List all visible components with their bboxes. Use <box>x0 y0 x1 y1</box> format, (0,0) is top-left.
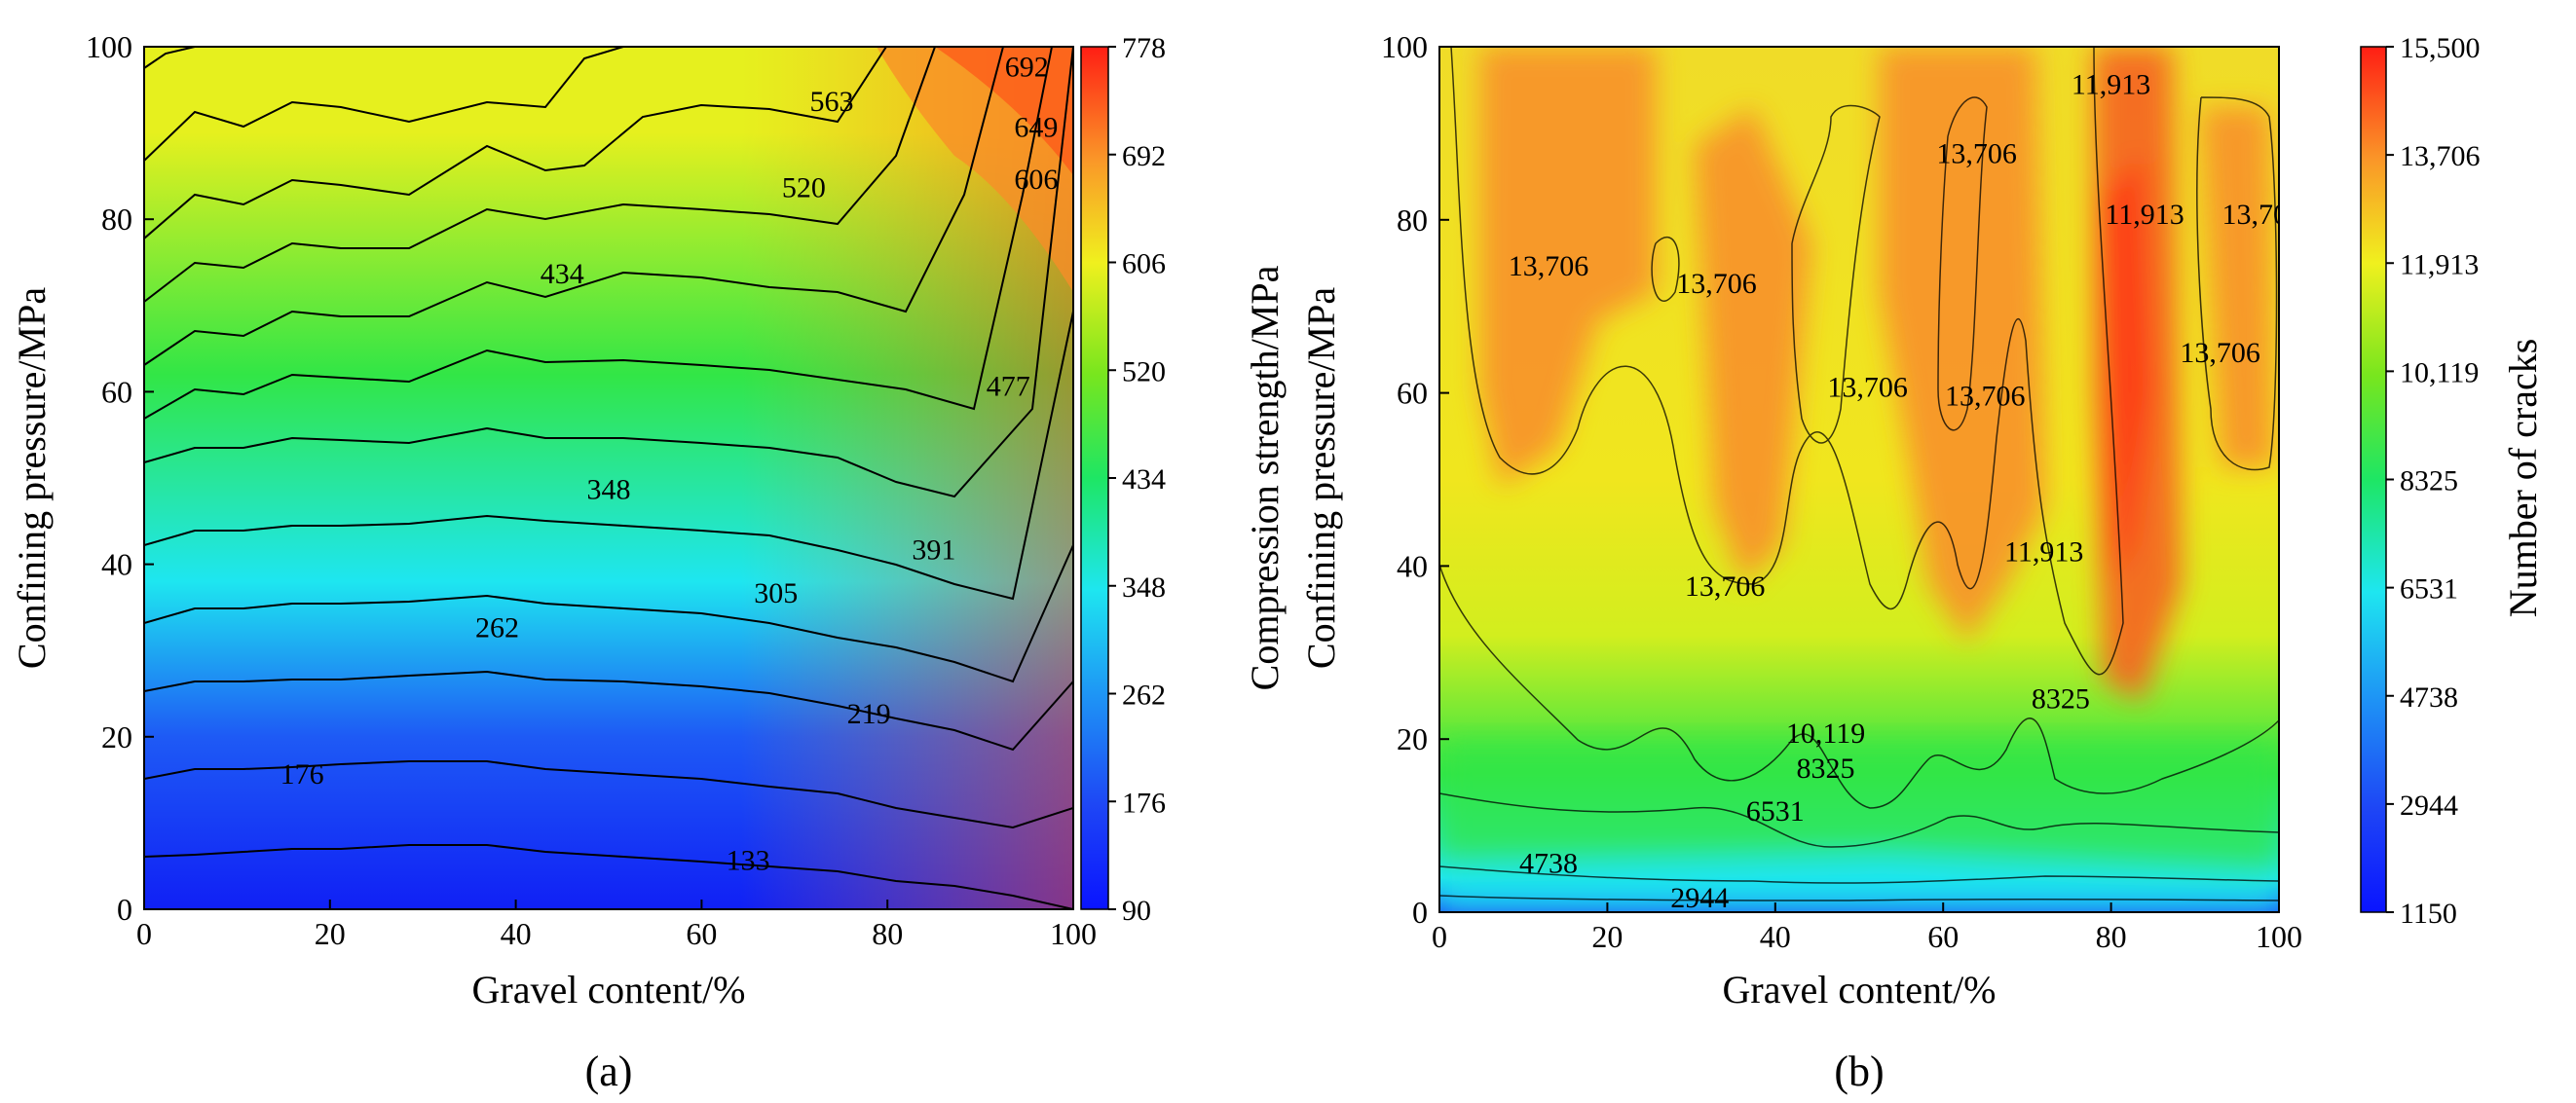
panel-a-contour-label: 262 <box>475 611 519 643</box>
panel-a-x-tick-label: 60 <box>686 916 717 951</box>
panel-a-colorbar-tick-label: 176 <box>1122 787 1166 819</box>
panel-a-contour-label: 176 <box>280 758 324 790</box>
panel-a-contour-label: 391 <box>912 534 955 567</box>
panel-b-contour-label: 13,706 <box>1936 138 2017 170</box>
panel-b-colorbar-tick-label: 2944 <box>2400 790 2458 822</box>
panel-a-colorbar-title: Compression strength/MPa <box>1243 265 1287 690</box>
panel-a-contour-label: 133 <box>727 845 770 877</box>
panel-b-y-tick-label: 0 <box>1412 895 1428 930</box>
panel-a-x-tick-label: 40 <box>501 916 532 951</box>
panel-a-y-tick-label: 100 <box>86 29 132 64</box>
panel-b-contour-label: 13,706 <box>1827 372 1908 404</box>
panel-b-y-tick-label: 80 <box>1397 202 1428 238</box>
panel-a-x-tick-label: 80 <box>872 916 903 951</box>
panel-b-colorbar-tick-label: 13,706 <box>2400 140 2481 172</box>
panel-a-colorbar <box>1080 46 1109 910</box>
panel-a-heatmap: 692 649 606 563 520 477 434 391 348 305 262 219 176 1… <box>144 47 1073 909</box>
panel-a-y-tick-label: 20 <box>101 719 132 754</box>
panel-b-colorbar-tick-label: 8325 <box>2400 465 2458 497</box>
panel-a-contour-label: 219 <box>847 698 891 730</box>
panel-b-label: (b) <box>1834 1048 1884 1095</box>
panel-b-colorbar-ticks: 1150 2944 4738 6531 8325 10,119 11,913 13,706 15… <box>2386 32 2481 930</box>
panel-b-plot-frame <box>1438 46 2280 913</box>
panel-a-y-tick-label: 40 <box>101 547 132 582</box>
panel-b-colorbar-title: Number of cracks <box>2501 339 2545 618</box>
panel-b-x-tick-label: 20 <box>1591 919 1623 954</box>
panel-a-contour-label: 563 <box>809 86 853 118</box>
panel-a-contour-label: 434 <box>541 258 584 290</box>
panel-b-contour-label: 11,913 <box>2072 68 2150 100</box>
panel-b-contour-label: 13,706 <box>1676 268 1757 300</box>
panel-b-x-tick-label: 100 <box>2256 919 2302 954</box>
panel-b-contour-label: 13,706 <box>2222 199 2303 231</box>
panel-b-contour-label: 4738 <box>1519 848 1578 880</box>
panel-a-colorbar-tick-label: 348 <box>1122 571 1166 604</box>
panel-a-contour-label: 520 <box>782 172 826 204</box>
panel-a-colorbar-tick-label: 262 <box>1122 680 1166 712</box>
panel-b-colorbar-tick-label: 6531 <box>2400 573 2458 606</box>
panel-b-x-axis: 0 20 40 60 80 100 <box>1432 902 2302 954</box>
panel-b-colorbar-tick-label: 10,119 <box>2400 356 2479 388</box>
panel-b-colorbar-tick-label: 15,500 <box>2400 32 2481 64</box>
panel-b-contour-label: 2944 <box>1670 882 1729 914</box>
panel-b-contour-label: 13,706 <box>1945 380 2026 412</box>
panel-b-contour-label: 13,706 <box>1685 570 1766 603</box>
panel-a-colorbar-tick-label: 434 <box>1122 463 1166 496</box>
panel-b-x-tick-label: 60 <box>1927 919 1959 954</box>
panel-b-contour-label: 8325 <box>1797 753 1855 785</box>
panel-b-y-axis-title: Confining pressure/MPa <box>1299 287 1343 669</box>
panel-a-x-axis-title: Gravel content/% <box>472 968 746 1011</box>
panel-a-contour-label: 477 <box>987 370 1030 402</box>
panel-a: 692 649 606 563 520 477 434 391 348 305 262 219 176 1… <box>10 29 1287 1095</box>
panel-b-x-tick-label: 80 <box>2096 919 2127 954</box>
panel-b-y-tick-label: 40 <box>1397 548 1428 583</box>
panel-a-x-tick-label: 0 <box>136 916 152 951</box>
panel-b-contour-label: 13,706 <box>1509 250 1589 282</box>
panel-a-contour-label: 692 <box>1005 52 1049 84</box>
panel-b-colorbar-tick-label: 11,913 <box>2400 248 2479 280</box>
panel-a-y-tick-label: 0 <box>117 892 132 927</box>
panel-b-contour-label: 8325 <box>2032 683 2090 716</box>
panel-a-contour-label: 649 <box>1014 112 1058 144</box>
panel-b-contour-label: 13,706 <box>2180 337 2260 369</box>
panel-a-label: (a) <box>585 1048 633 1095</box>
panel-a-colorbar-tick-label: 692 <box>1122 140 1166 172</box>
panel-b-y-tick-label: 100 <box>1381 29 1428 64</box>
panel-a-x-tick-label: 100 <box>1050 916 1097 951</box>
panel-a-colorbar-tick-label: 90 <box>1122 895 1151 927</box>
panel-a-contour-label: 305 <box>754 577 798 609</box>
panel-b: 11,913 13,706 11,913 13,706 13,706 13,706 13,7… <box>1299 29 2545 1095</box>
panel-b-x-axis-title: Gravel content/% <box>1723 968 1997 1011</box>
panel-a-colorbar-tick-label: 606 <box>1122 248 1166 280</box>
panel-a-y-tick-label: 80 <box>101 202 132 237</box>
panel-b-contour-label: 11,913 <box>2105 199 2184 231</box>
panel-a-contour-label: 606 <box>1014 164 1058 196</box>
panel-b-colorbar-tick-label: 1150 <box>2400 898 2457 930</box>
panel-b-contour-label: 11,913 <box>2004 536 2083 569</box>
panel-b-y-tick-label: 20 <box>1397 721 1428 756</box>
panel-a-x-tick-label: 20 <box>315 916 346 951</box>
panel-a-x-axis: 0 20 40 60 80 100 <box>136 900 1097 951</box>
panel-b-heatmap: 11,913 13,706 11,913 13,706 13,706 13,706 13,7… <box>1439 47 2303 914</box>
panel-a-colorbar-ticks: 90 176 262 348 434 520 606 692 778 <box>1108 32 1166 927</box>
panel-b-x-tick-label: 40 <box>1760 919 1791 954</box>
panel-a-y-axis: 0 20 40 60 80 100 <box>86 29 154 927</box>
panel-a-colorbar-tick-label: 520 <box>1122 355 1166 387</box>
panel-b-colorbar-tick-label: 4738 <box>2400 681 2458 714</box>
panel-a-y-tick-label: 60 <box>101 374 132 409</box>
panel-a-contour-label: 348 <box>587 474 631 506</box>
panel-a-plot-frame <box>143 46 1074 910</box>
panel-b-contour-label: 6531 <box>1746 795 1805 827</box>
panel-b-y-tick-label: 60 <box>1397 376 1428 411</box>
panel-b-x-tick-label: 0 <box>1432 919 1447 954</box>
panel-a-y-axis-title: Confining pressure/MPa <box>10 287 54 669</box>
panel-b-colorbar <box>2360 46 2387 913</box>
panel-b-y-axis: 0 20 40 60 80 100 <box>1381 29 1449 930</box>
panel-a-colorbar-tick-label: 778 <box>1122 32 1166 64</box>
panel-b-contour-label: 10,119 <box>1786 717 1865 750</box>
